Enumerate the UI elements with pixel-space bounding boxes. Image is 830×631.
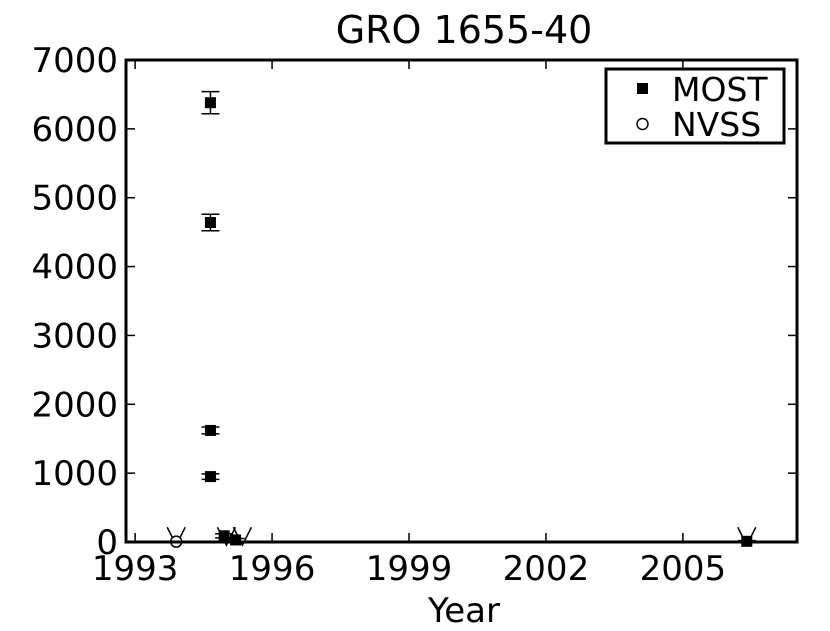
most-point [230,534,242,546]
legend-box [604,67,786,145]
most-point [204,97,216,109]
y-tick-label: 3000 [31,316,118,356]
axis-ticks: 1993 1996 1999 2002 2005 0 1000 2000 3000 4000 500… [31,41,797,589]
x-tick-label: 1999 [366,549,453,589]
most-point [218,530,230,542]
most-point [204,471,216,483]
most-point [204,217,216,229]
y-tick-label: 5000 [31,179,118,219]
legend-marker-nvss [636,117,649,131]
legend-marker-most [637,83,648,94]
x-tick-label: 2005 [640,549,727,589]
upper-limit-marker [232,526,253,547]
y-tick-label: 0 [96,523,118,563]
legend-label-most: MOST [672,70,768,109]
x-tick-label: 1996 [229,549,316,589]
y-tick-label: 4000 [31,248,118,288]
legend: MOST NVSS [604,67,786,145]
x-tick-label: 1993 [92,549,179,589]
data-marks [166,90,757,548]
y-tick-label: 2000 [31,385,118,425]
y-tick-label: 6000 [31,110,118,150]
y-tick-label: 1000 [31,454,118,494]
legend-label-nvss: NVSS [672,105,761,144]
x-axis-label: Year [427,591,500,631]
most-point [204,424,216,436]
y-tick-label: 7000 [31,41,118,81]
plot-frame [124,58,799,544]
x-tick-label: 2002 [503,549,590,589]
chart-title: GRO 1655-40 [336,8,593,52]
